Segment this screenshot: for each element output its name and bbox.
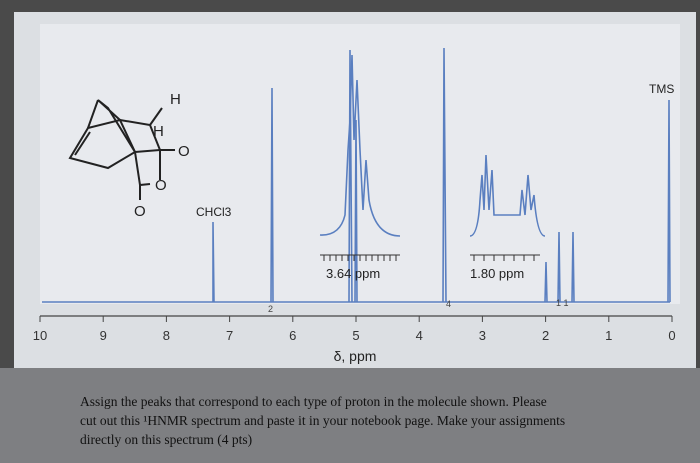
peak (270, 87, 274, 303)
integration: 2 (268, 304, 273, 314)
tick-label: 8 (163, 328, 170, 343)
bond (149, 107, 175, 151)
tick-label: 9 (100, 328, 107, 343)
tick-label: 0 (668, 328, 675, 343)
axis-title: δ, ppm (334, 348, 377, 364)
caption-line: cut out this ¹HNMR spectrum and paste it… (80, 413, 565, 428)
inset-label: 3.64 ppm (326, 266, 380, 281)
tick-label: 3 (479, 328, 486, 343)
tick-label: 10 (33, 328, 47, 343)
atom-label: H (153, 123, 164, 140)
tick-label: 5 (352, 328, 359, 343)
integration: 1 1 (556, 298, 569, 308)
inset-label: 1.80 ppm (470, 266, 524, 281)
bond (68, 118, 137, 170)
peak (442, 47, 447, 303)
peak (212, 221, 215, 303)
peak (667, 99, 671, 303)
integration: 4 (446, 299, 451, 309)
caption-line: Assign the peaks that correspond to each… (80, 394, 547, 409)
x-ticks: 10 9 8 7 6 5 4 3 2 1 0 (33, 316, 676, 343)
tick-label: 2 (542, 328, 549, 343)
bond (134, 151, 151, 200)
atom-label: O (134, 203, 146, 220)
tick-label: 1 (605, 328, 612, 343)
bond (119, 119, 162, 153)
inset-peak (469, 154, 546, 237)
molecule (68, 99, 175, 200)
atom-label: O (178, 143, 190, 160)
spectrum (42, 47, 671, 303)
peak-label: CHCl3 (196, 205, 232, 219)
peak-label: TMS (649, 82, 674, 96)
inset-peak (319, 54, 401, 237)
atom-label: H (170, 91, 181, 108)
caption-line: directly on this spectrum (4 pts) (80, 432, 252, 447)
ruler-ticks (323, 255, 535, 261)
inset-rulers (320, 254, 540, 261)
tick-label: 7 (226, 328, 233, 343)
atom-label: O (155, 177, 167, 194)
bond (74, 131, 91, 156)
peak (348, 49, 358, 303)
tick-label: 4 (416, 328, 423, 343)
caption-area (0, 368, 700, 463)
peak (544, 231, 575, 303)
tick-label: 6 (289, 328, 296, 343)
bond (87, 99, 136, 153)
